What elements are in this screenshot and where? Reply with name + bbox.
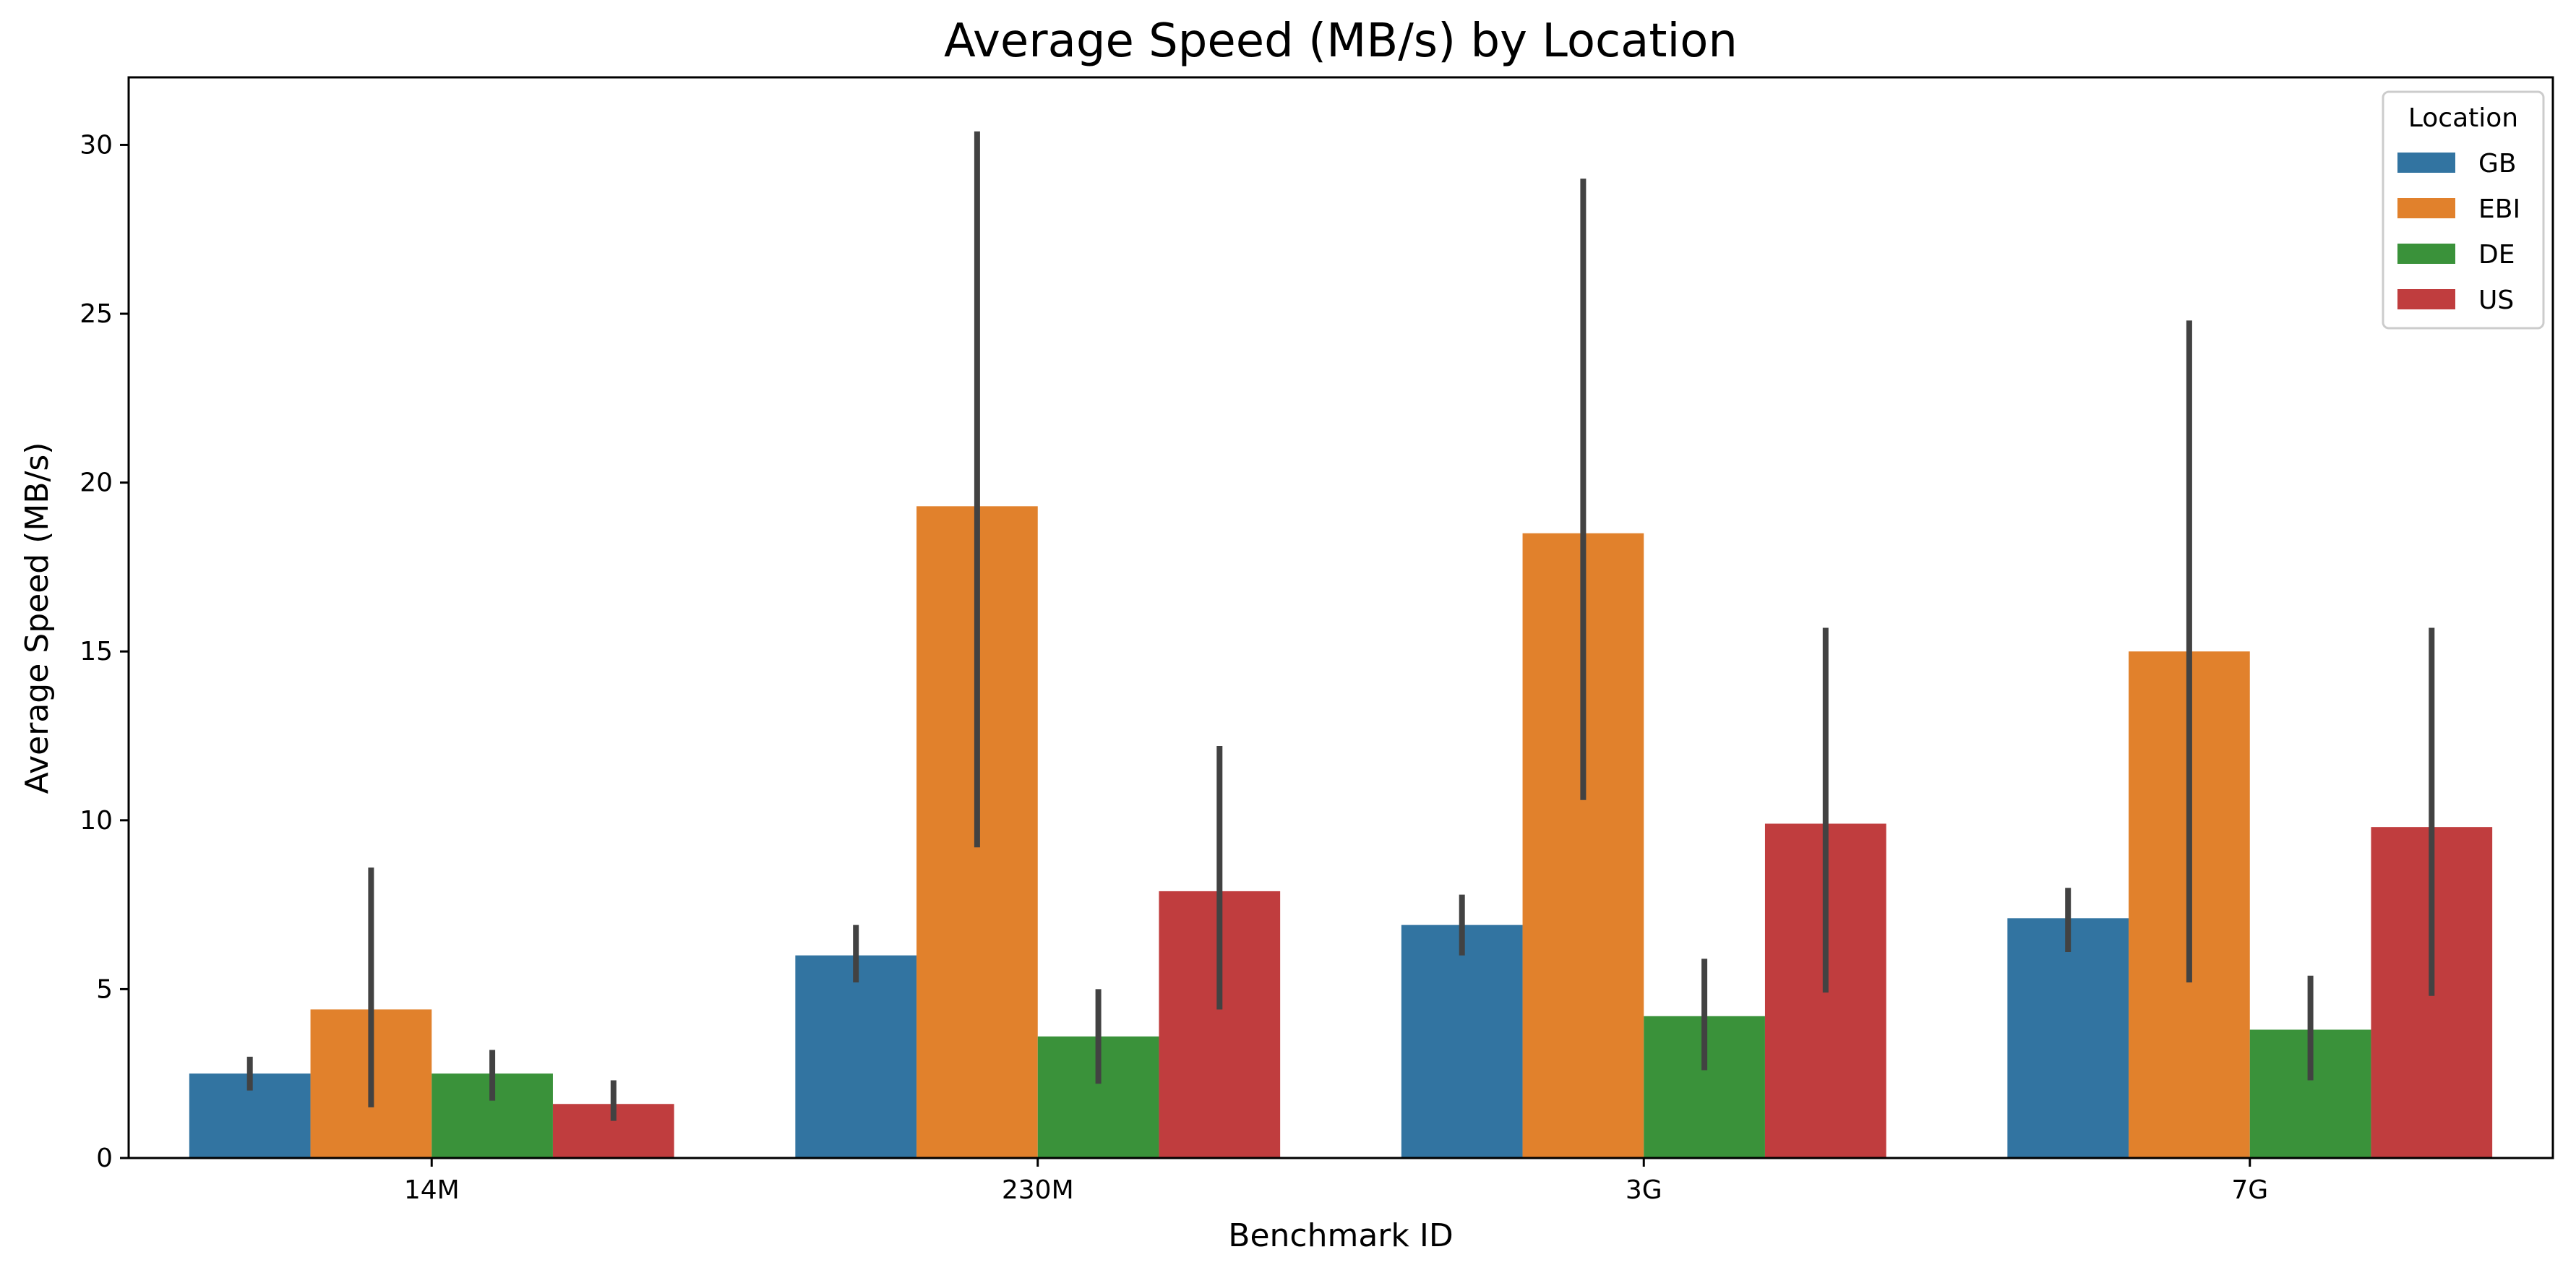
plot-frame (127, 76, 2554, 1159)
legend: Location GB EBI DE US (2382, 90, 2545, 330)
legend-swatch-de (2397, 244, 2455, 264)
x-tick-label: 7G (2231, 1175, 2268, 1205)
bar-gb-230m (795, 955, 917, 1158)
x-axis-title: Benchmark ID (1228, 1217, 1453, 1254)
bar-gb-3g (1401, 925, 1523, 1158)
y-tick-label: 0 (96, 1144, 113, 1173)
legend-label-ebi: EBI (2478, 194, 2520, 224)
bar-gb-7g (2007, 918, 2129, 1158)
legend-label-us: US (2478, 286, 2514, 315)
legend-label-gb: GB (2478, 149, 2517, 179)
y-axis: 0 5 10 15 20 25 30 (80, 130, 129, 1173)
chart-title: Average Speed (MB/s) by Location (944, 14, 1738, 68)
legend-swatch-ebi (2397, 198, 2455, 218)
y-tick-label: 20 (80, 468, 113, 498)
y-tick-label: 5 (96, 974, 113, 1004)
legend-swatch-us (2397, 289, 2455, 309)
y-axis-title: Average Speed (MB/s) (19, 442, 56, 794)
y-tick-label: 25 (80, 299, 113, 329)
legend-title: Location (2408, 103, 2518, 133)
legend-swatch-gb (2397, 153, 2455, 173)
x-tick-label: 230M (1002, 1175, 1074, 1205)
x-tick-label: 3G (1626, 1175, 1662, 1205)
legend-label-de: DE (2478, 240, 2515, 270)
x-tick-label: 14M (404, 1175, 460, 1205)
legend-frame (2382, 90, 2545, 330)
y-tick-label: 10 (80, 806, 113, 836)
y-tick-label: 15 (80, 637, 113, 666)
error-bars-layer (246, 131, 2435, 1121)
x-axis: 14M 230M 3G 7G (404, 1158, 2268, 1205)
bars-layer (189, 506, 2493, 1158)
y-tick-label: 30 (80, 130, 113, 160)
